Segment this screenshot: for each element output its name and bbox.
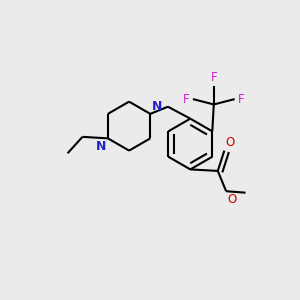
Text: N: N (152, 100, 162, 113)
Text: F: F (211, 71, 217, 85)
Text: O: O (226, 136, 235, 149)
Text: O: O (227, 193, 237, 206)
Text: N: N (96, 140, 106, 152)
Text: F: F (183, 93, 190, 106)
Text: F: F (238, 93, 244, 106)
